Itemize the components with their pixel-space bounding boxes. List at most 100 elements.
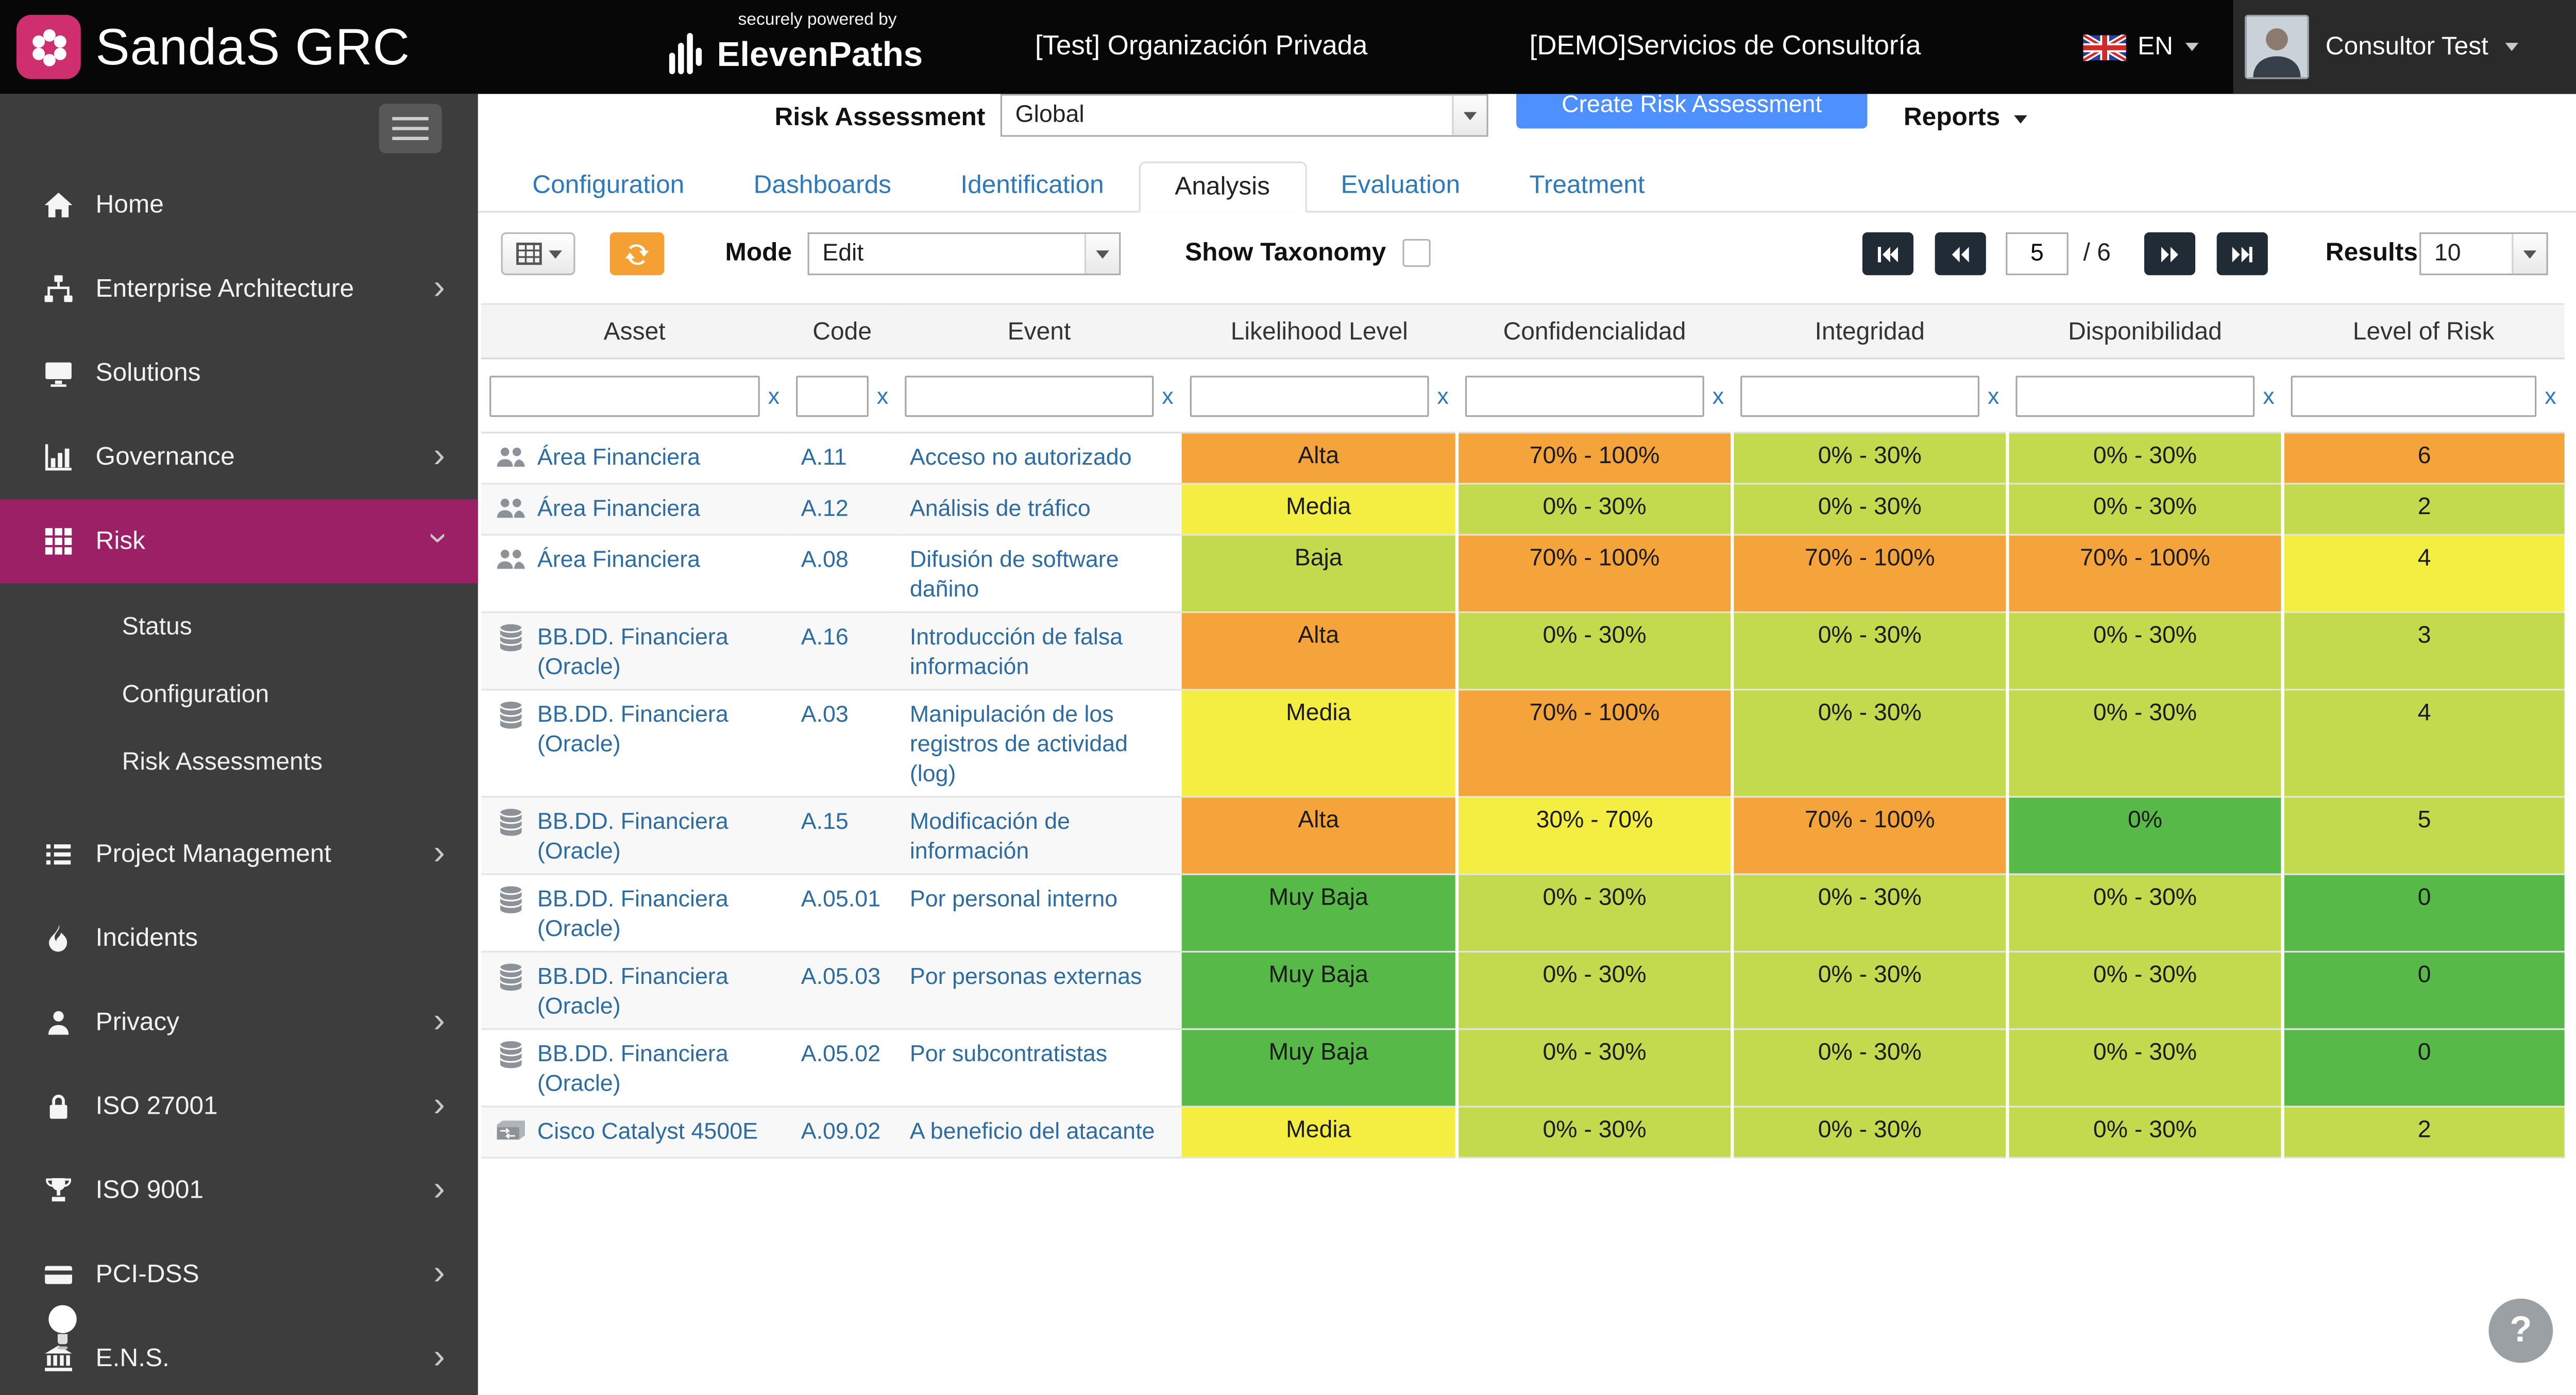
asset-link[interactable]: Área Financiera <box>537 494 701 521</box>
event-link[interactable]: Por subcontratistas <box>909 1040 1108 1066</box>
filter-level-of-risk-clear[interactable]: x <box>2545 382 2556 409</box>
integridad-cell[interactable]: 0% - 30% <box>1732 612 2009 691</box>
results-select[interactable]: 10 <box>2419 232 2548 276</box>
event-link[interactable]: Introducción de falsa información <box>909 623 1123 679</box>
view-options-button[interactable] <box>501 232 575 276</box>
tab-analysis[interactable]: Analysis <box>1138 161 1307 213</box>
likelihood-cell[interactable]: Alta <box>1181 612 1459 691</box>
sidebar-item-governance[interactable]: Governance › <box>0 415 478 499</box>
sidebar-item-e-n-s[interactable]: E.N.S. › <box>0 1317 478 1395</box>
filter-likelihood-level-input[interactable] <box>1190 375 1429 416</box>
filter-code-input[interactable] <box>796 375 869 416</box>
code-link[interactable]: A.11 <box>801 443 847 470</box>
page-number-input[interactable] <box>2006 232 2069 276</box>
show-taxonomy-checkbox[interactable] <box>1402 239 1431 267</box>
confidencialidad-cell[interactable]: 0% - 30% <box>1456 874 1734 953</box>
filter-asset-clear[interactable]: x <box>768 382 780 409</box>
likelihood-cell[interactable]: Muy Baja <box>1181 1029 1459 1108</box>
sidebar-item-iso-9001[interactable]: ISO 9001 › <box>0 1149 478 1233</box>
language-selector[interactable]: EN <box>2083 0 2198 94</box>
sidebar-item-project-management[interactable]: Project Management › <box>0 812 478 896</box>
filter-code-clear[interactable]: x <box>876 382 889 409</box>
likelihood-cell[interactable]: Alta <box>1181 796 1459 875</box>
event-link[interactable]: Análisis de tráfico <box>909 494 1091 521</box>
integridad-cell[interactable]: 0% - 30% <box>1732 483 2009 536</box>
event-link[interactable]: Difusión de software dañino <box>909 545 1119 602</box>
filter-asset-input[interactable] <box>489 375 760 416</box>
column-header-likelihood-level[interactable]: Likelihood Level <box>1181 303 1457 360</box>
asset-link[interactable]: BB.DD. Financiera (Oracle) <box>537 962 728 1018</box>
column-header-disponibilidad[interactable]: Disponibilidad <box>2007 303 2283 360</box>
code-link[interactable]: A.05.02 <box>801 1040 881 1066</box>
sidebar-subitem-configuration[interactable]: Configuration <box>122 681 269 709</box>
integridad-cell[interactable]: 70% - 100% <box>1732 796 2009 875</box>
confidencialidad-cell[interactable]: 70% - 100% <box>1456 689 1734 798</box>
sidebar-item-iso-27001[interactable]: ISO 27001 › <box>0 1065 478 1149</box>
filter-integridad-input[interactable] <box>1740 375 1979 416</box>
likelihood-cell[interactable]: Alta <box>1181 432 1459 485</box>
code-link[interactable]: A.08 <box>801 545 849 572</box>
column-header-event[interactable]: Event <box>896 303 1182 360</box>
event-link[interactable]: Modificación de información <box>909 807 1071 864</box>
disponibilidad-cell[interactable]: 0% - 30% <box>2007 1029 2284 1108</box>
disponibilidad-cell[interactable]: 0% - 30% <box>2007 432 2284 485</box>
filter-event-clear[interactable]: x <box>1162 382 1174 409</box>
user-menu[interactable]: Consultor Test <box>2233 0 2576 94</box>
tab-evaluation[interactable]: Evaluation <box>1341 171 1461 200</box>
code-link[interactable]: A.09.02 <box>801 1117 881 1144</box>
code-link[interactable]: A.16 <box>801 623 849 650</box>
likelihood-cell[interactable]: Baja <box>1181 535 1459 614</box>
risk-assessment-select[interactable]: Global <box>1000 94 1488 137</box>
sidebar-item-pci-dss[interactable]: PCI-DSS › <box>0 1233 478 1317</box>
disponibilidad-cell[interactable]: 0% - 30% <box>2007 1107 2284 1159</box>
integridad-cell[interactable]: 0% - 30% <box>1732 951 2009 1030</box>
confidencialidad-cell[interactable]: 0% - 30% <box>1456 483 1734 536</box>
event-link[interactable]: A beneficio del atacante <box>909 1117 1155 1144</box>
likelihood-cell[interactable]: Muy Baja <box>1181 874 1459 953</box>
hamburger-menu-button[interactable] <box>379 104 442 154</box>
asset-link[interactable]: BB.DD. Financiera (Oracle) <box>537 807 728 864</box>
tab-configuration[interactable]: Configuration <box>532 171 685 200</box>
pagination-last-button[interactable] <box>2216 232 2268 276</box>
filter-level-of-risk-input[interactable] <box>2291 375 2537 416</box>
asset-link[interactable]: Área Financiera <box>537 545 701 572</box>
event-link[interactable]: Acceso no autorizado <box>909 443 1132 470</box>
sidebar-item-enterprise-architecture[interactable]: Enterprise Architecture › <box>0 247 478 331</box>
pagination-first-button[interactable] <box>1862 232 1914 276</box>
column-header-confidencialidad[interactable]: Confidencialidad <box>1456 303 1733 360</box>
filter-confidencialidad-clear[interactable]: x <box>1712 382 1724 409</box>
asset-link[interactable]: BB.DD. Financiera (Oracle) <box>537 700 728 757</box>
likelihood-cell[interactable]: Media <box>1181 483 1459 536</box>
tab-dashboards[interactable]: Dashboards <box>753 171 891 200</box>
integridad-cell[interactable]: 70% - 100% <box>1732 535 2009 614</box>
disponibilidad-cell[interactable]: 70% - 100% <box>2007 535 2284 614</box>
confidencialidad-cell[interactable]: 0% - 30% <box>1456 951 1734 1030</box>
confidencialidad-cell[interactable]: 0% - 30% <box>1456 1107 1734 1159</box>
sidebar-subitem-risk-assessments[interactable]: Risk Assessments <box>122 748 323 776</box>
integridad-cell[interactable]: 0% - 30% <box>1732 1107 2009 1159</box>
filter-event-input[interactable] <box>905 375 1154 416</box>
sidebar-subitem-status[interactable]: Status <box>122 613 192 641</box>
column-header-integridad[interactable]: Integridad <box>1732 303 2008 360</box>
sidebar-item-home[interactable]: Home <box>0 163 478 247</box>
disponibilidad-cell[interactable]: 0% - 30% <box>2007 612 2284 691</box>
code-link[interactable]: A.05.01 <box>801 884 881 912</box>
asset-link[interactable]: BB.DD. Financiera (Oracle) <box>537 623 728 679</box>
disponibilidad-cell[interactable]: 0% - 30% <box>2007 483 2284 536</box>
help-button[interactable]: ? <box>2488 1298 2553 1362</box>
sidebar-item-solutions[interactable]: Solutions <box>0 331 478 415</box>
filter-confidencialidad-input[interactable] <box>1465 375 1704 416</box>
integridad-cell[interactable]: 0% - 30% <box>1732 432 2009 485</box>
likelihood-cell[interactable]: Muy Baja <box>1181 951 1459 1030</box>
tab-identification[interactable]: Identification <box>960 171 1104 200</box>
confidencialidad-cell[interactable]: 0% - 30% <box>1456 1029 1734 1108</box>
disponibilidad-cell[interactable]: 0% - 30% <box>2007 689 2284 798</box>
integridad-cell[interactable]: 0% - 30% <box>1732 874 2009 953</box>
sandas-logo-icon[interactable] <box>16 14 81 79</box>
refresh-button[interactable] <box>609 232 665 276</box>
code-link[interactable]: A.12 <box>801 494 849 521</box>
filter-likelihood-level-clear[interactable]: x <box>1437 382 1449 409</box>
pagination-next-button[interactable] <box>2144 232 2196 276</box>
likelihood-cell[interactable]: Media <box>1181 1107 1459 1159</box>
sidebar-item-risk[interactable]: Risk › <box>0 499 478 584</box>
